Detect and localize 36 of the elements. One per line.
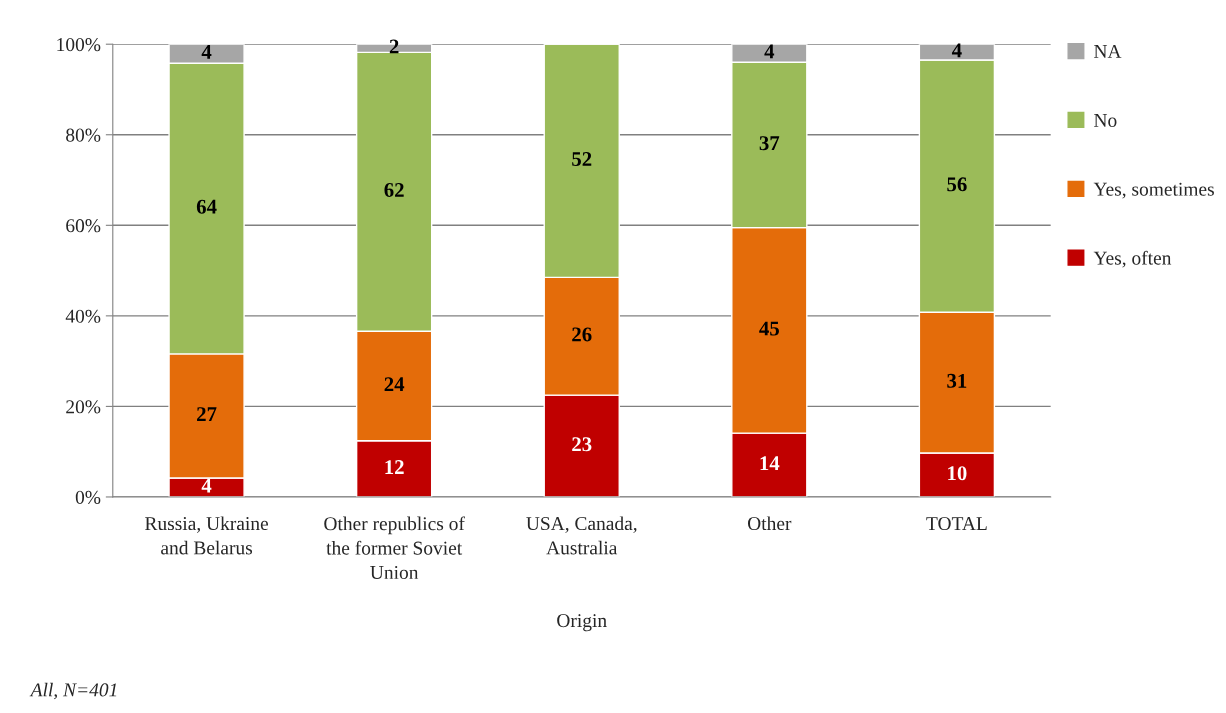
data-label: 27: [197, 407, 217, 421]
legend-label: No: [1094, 113, 1117, 127]
data-label: 56: [947, 177, 967, 192]
data-label: 4: [201, 478, 212, 493]
x-tick-label: USA, Canada, Australia: [526, 516, 637, 555]
data-label: 24: [384, 377, 405, 392]
data-label: 37: [759, 136, 780, 151]
y-tick-label: 60%: [66, 219, 101, 233]
data-label: 4: [951, 43, 962, 58]
data-label: 14: [760, 456, 780, 471]
x-tick-label: TOTAL: [926, 517, 987, 531]
text: All, N=401: [29, 682, 117, 700]
y-tick-label: 100%: [57, 38, 101, 52]
data-label: 52: [572, 152, 592, 167]
legend-label: NA: [1094, 44, 1122, 58]
x-axis-title: Origin: [557, 614, 607, 632]
data-label: 10: [948, 466, 967, 481]
data-label: 4: [201, 45, 212, 59]
data-label: 45: [759, 321, 779, 336]
data-label: 62: [384, 183, 404, 198]
data-label: 4: [764, 44, 775, 59]
data-label: 12: [385, 460, 404, 474]
data-label: 2: [389, 39, 399, 54]
x-tick-label: Other republics of the former Soviet Union: [324, 516, 465, 580]
data-label: 64: [196, 199, 217, 214]
data-label: 26: [572, 327, 592, 342]
x-tick-label: Russia, Ukraine and Belarus: [145, 516, 269, 555]
x-tick-label: Other: [747, 516, 792, 531]
y-tick-label: 40%: [65, 309, 101, 323]
data-label: 23: [572, 437, 592, 452]
y-tick-label: 0%: [75, 490, 101, 504]
y-tick-label: 80%: [66, 128, 101, 142]
y-tick-label: 20%: [66, 400, 101, 414]
legend-label: Yes, sometimes: [1093, 182, 1214, 199]
legend-label: Yes, often: [1093, 250, 1172, 268]
data-label: 31: [947, 373, 967, 388]
